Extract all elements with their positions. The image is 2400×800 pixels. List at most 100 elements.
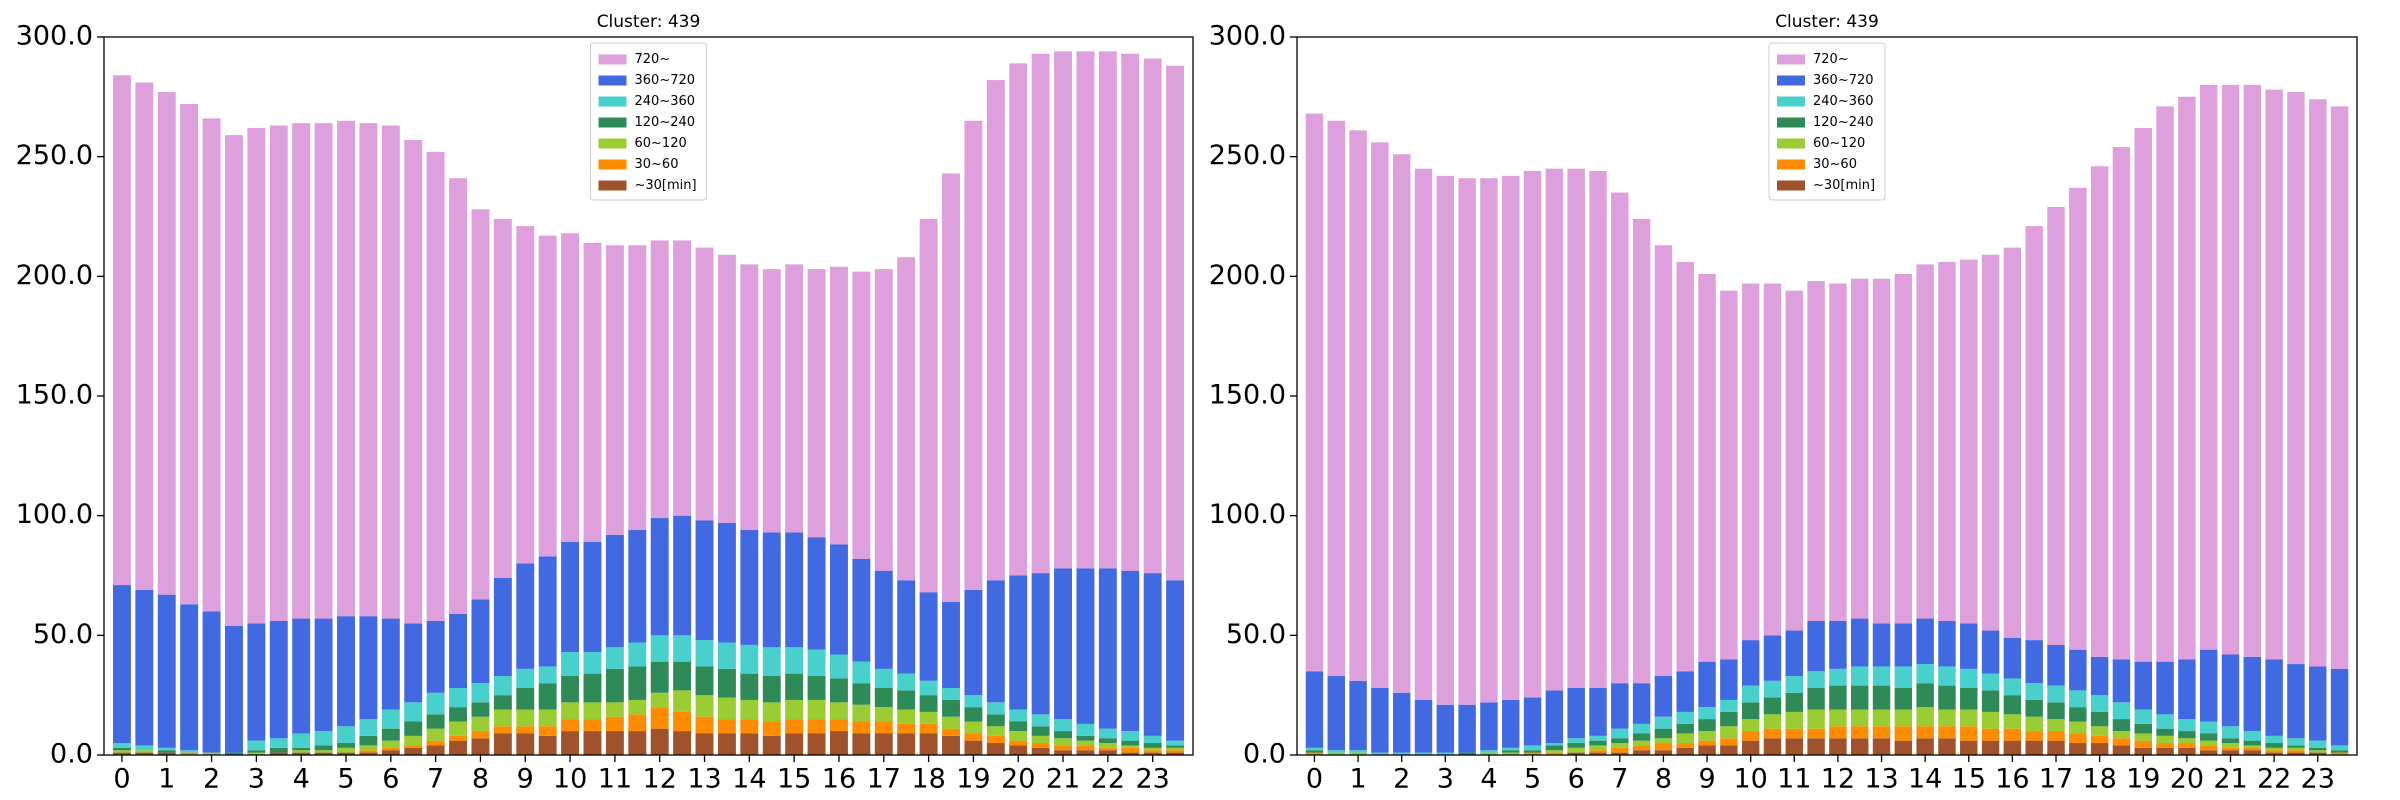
bar-segment (538, 683, 557, 710)
bar-segment (2047, 644, 2065, 686)
x-tick-label: 20 (2170, 764, 2204, 795)
bar-segment (2090, 656, 2109, 696)
bar-segment (1654, 728, 1673, 739)
bar-segment (2156, 735, 2174, 744)
bar-segment (605, 702, 624, 717)
x-tick-label: 14 (1908, 764, 1942, 795)
bar-segment (628, 530, 647, 643)
bar-segment (1545, 690, 1564, 744)
bar-segment (762, 532, 781, 648)
bar-segment (785, 699, 804, 720)
bar-segment (1054, 745, 1072, 751)
bar-segment (2221, 743, 2240, 748)
x-tick-label: 8 (472, 764, 489, 795)
bar-segment (561, 731, 580, 755)
bar-segment (919, 218, 938, 593)
bar-segment (2265, 89, 2283, 660)
legend-label: 120~240 (1813, 115, 1874, 130)
bar-segment (673, 731, 692, 755)
bar-segment (1414, 168, 1433, 700)
bar-segment (135, 82, 154, 590)
bar-segment (1009, 721, 1028, 732)
bar-segment (2221, 747, 2240, 751)
bar-segment (449, 687, 467, 708)
bar-segment (874, 733, 893, 755)
bar-segment (225, 625, 243, 753)
bar-segment (1371, 687, 1389, 753)
bar-segment (1143, 750, 1162, 753)
bar-segment (2112, 738, 2131, 746)
x-tick-label: 13 (687, 764, 721, 795)
bar-segment (2330, 106, 2349, 669)
bar-segment (180, 750, 199, 753)
bar-segment (1960, 687, 1978, 710)
bar-segment (628, 642, 647, 667)
bar-segment (1785, 728, 1804, 739)
bar-segment (538, 556, 557, 667)
bar-segment (1166, 747, 1185, 751)
bar-segment (717, 719, 736, 734)
bar-segment (1009, 731, 1028, 741)
bar-segment (493, 709, 512, 727)
x-tick-label: 10 (553, 764, 587, 795)
bar-segment (2178, 738, 2196, 744)
bar-segment (919, 592, 938, 681)
bar-segment (1829, 709, 1847, 727)
bar-segment (2309, 752, 2327, 755)
bar-segment (2330, 750, 2349, 753)
bar-segment (717, 522, 736, 643)
bar-segment (2199, 721, 2218, 734)
legend-label: 240~360 (635, 94, 696, 109)
bar-segment (1981, 711, 2000, 729)
bar-segment (112, 747, 131, 751)
x-tick-label: 3 (1437, 764, 1454, 795)
bar-segment (2199, 84, 2218, 650)
bar-segment (1763, 714, 1782, 729)
bar-segment (2243, 84, 2262, 657)
x-tick-label: 5 (337, 764, 354, 795)
bar-segment (695, 716, 714, 734)
bar-segment (673, 661, 692, 691)
bar-segment (919, 733, 938, 755)
bar-segment (292, 752, 311, 755)
bar-segment (1872, 685, 1891, 710)
bar-segment (673, 240, 692, 516)
bar-segment (1960, 259, 1978, 624)
bar-segment (1054, 738, 1072, 746)
bar-segment (1545, 743, 1564, 746)
bar-segment (1523, 171, 1542, 698)
bar-segment (1741, 685, 1760, 703)
bar-segment (1545, 745, 1564, 751)
bar-segment (1076, 740, 1095, 746)
bar-segment (538, 735, 557, 755)
bar-segment (1143, 752, 1162, 755)
bar-segment (785, 719, 804, 734)
bar-segment (785, 673, 804, 700)
bar-segment (426, 151, 445, 621)
bar-segment (2221, 726, 2240, 739)
y-tick-label: 0.0 (1243, 739, 1286, 770)
bar-segment (1676, 723, 1694, 734)
bar-segment (1121, 731, 1140, 741)
bar-segment (1698, 731, 1716, 741)
bar-segment (561, 652, 580, 677)
x-tick-label: 13 (1864, 764, 1898, 795)
bar-segment (1054, 568, 1072, 720)
x-tick-label: 3 (248, 764, 265, 795)
bar-segment (852, 733, 871, 755)
bar-segment (2309, 666, 2327, 741)
bar-segment (2134, 127, 2152, 662)
legend-swatch (1777, 180, 1805, 191)
bar-segment (583, 652, 602, 674)
bar-segment (1981, 728, 2000, 741)
bar-segment (2178, 743, 2196, 748)
bar-segment (1392, 154, 1411, 693)
y-tick-label: 200.0 (16, 260, 93, 291)
bar-segment (404, 747, 423, 755)
legend-swatch (598, 180, 627, 191)
bar-segment (1371, 142, 1389, 688)
bar-segment (1480, 752, 1498, 755)
bar-segment (561, 676, 580, 703)
bar-segment (381, 740, 400, 748)
bar-segment (112, 585, 131, 744)
